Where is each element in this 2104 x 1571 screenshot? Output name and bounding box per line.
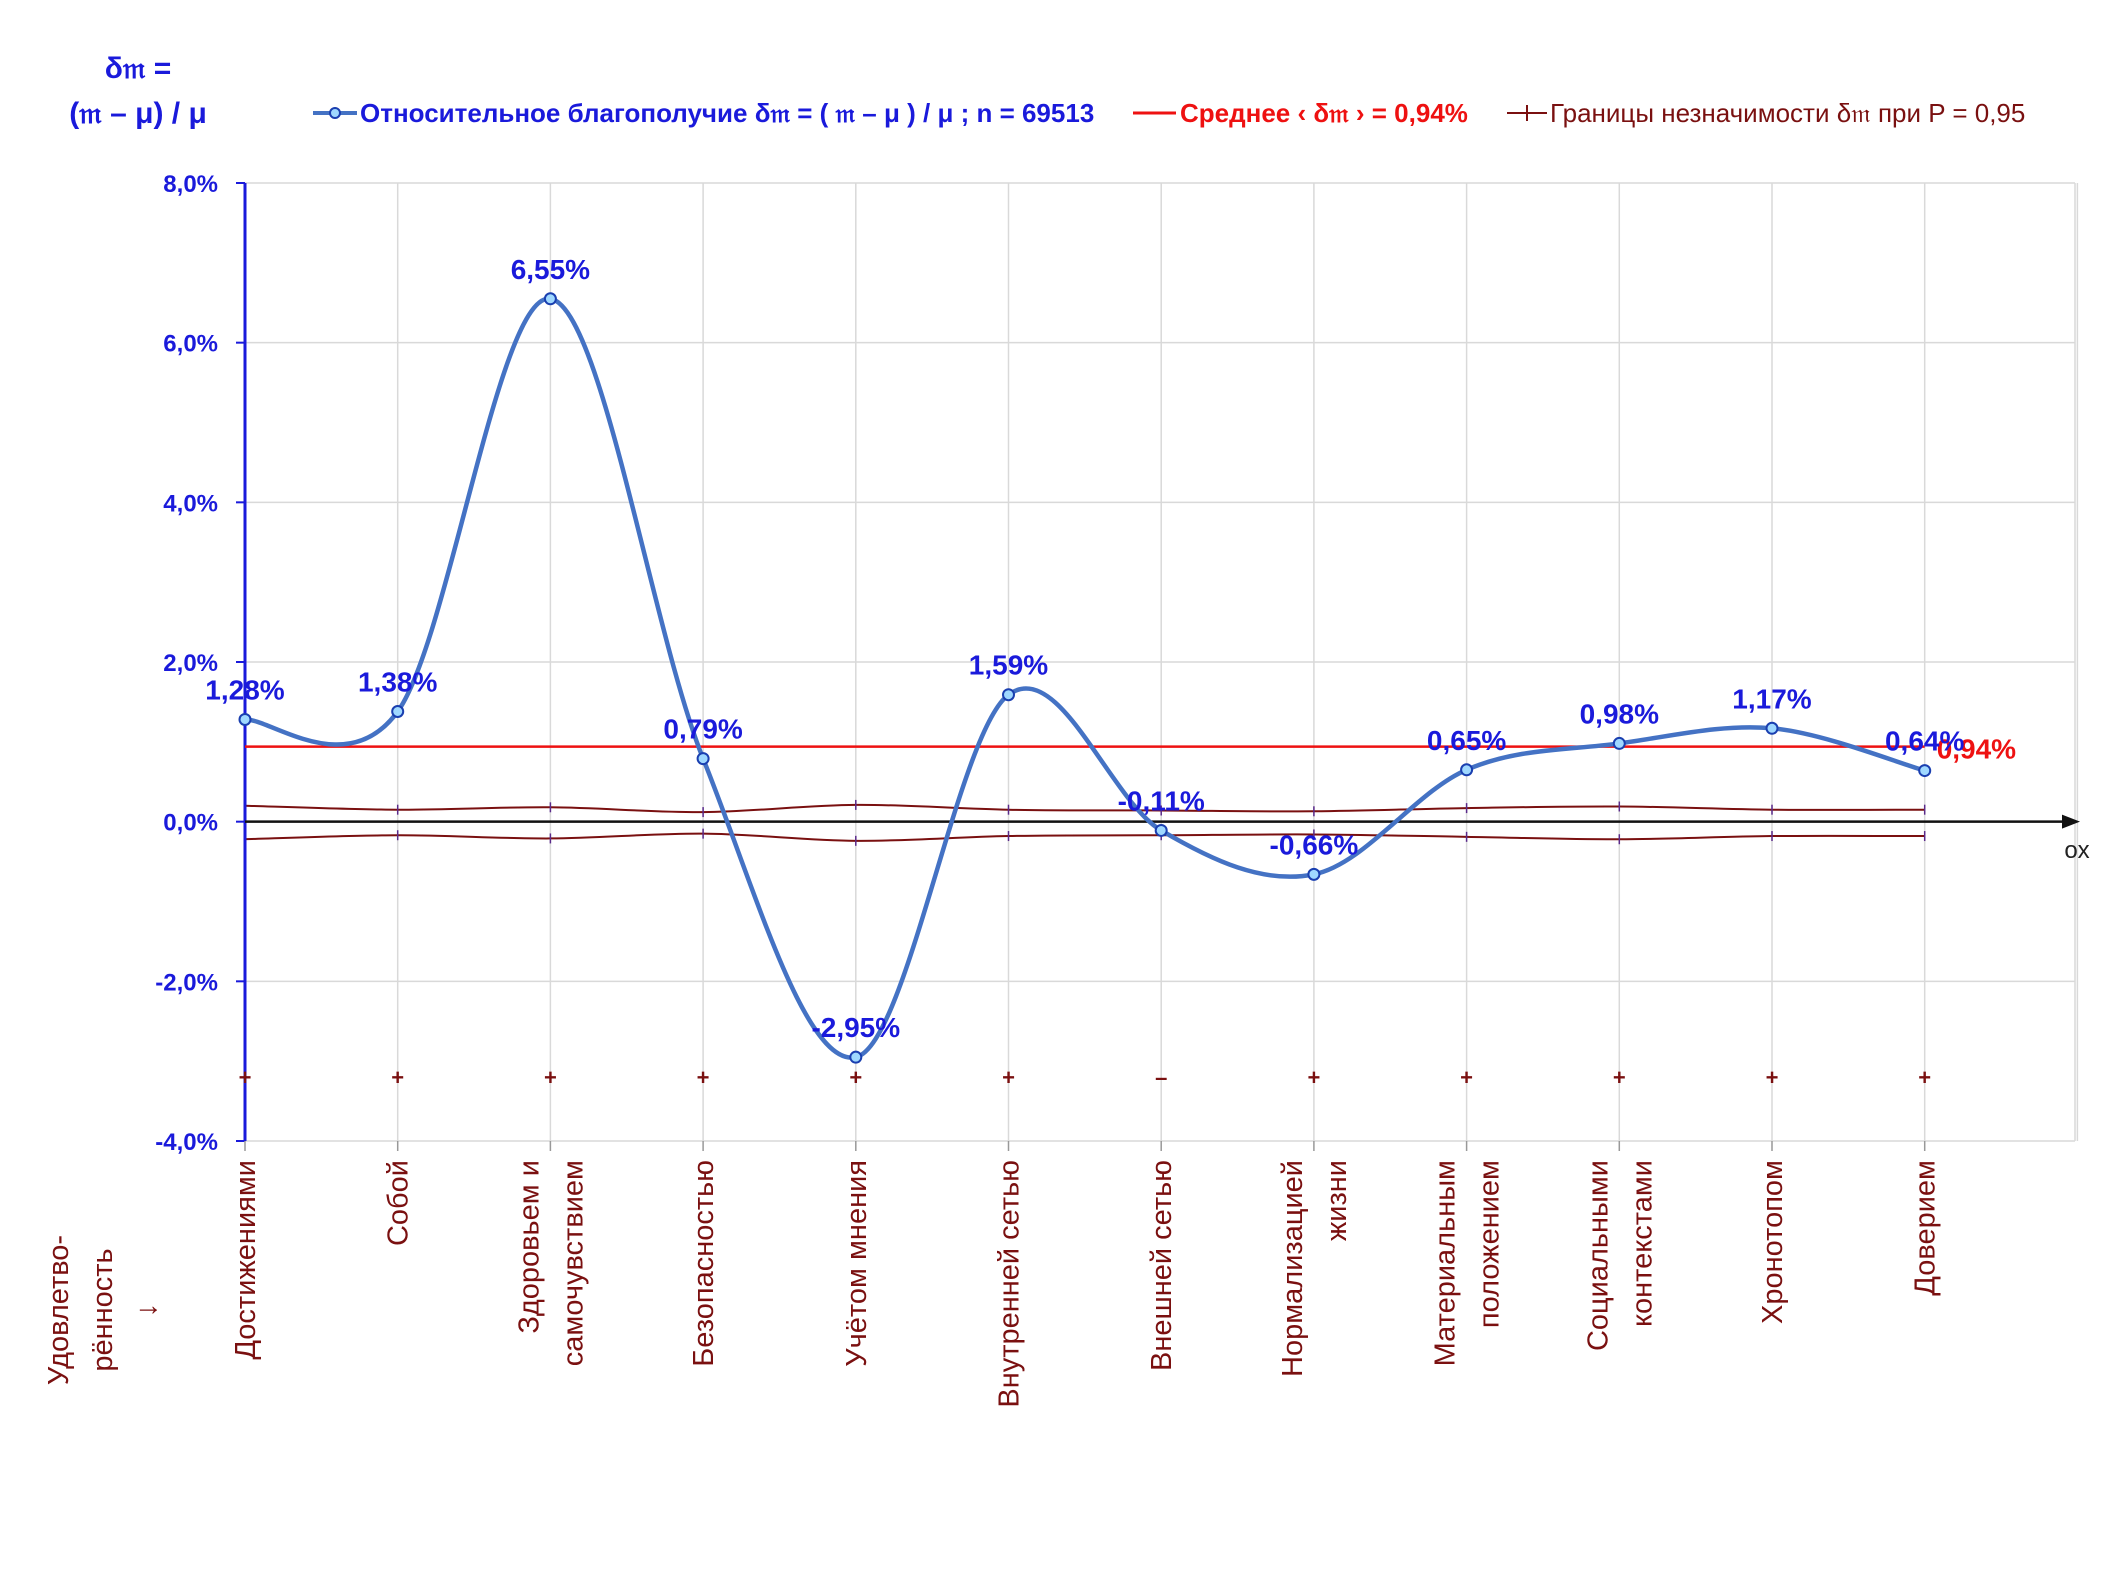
y-tick-label: 8,0% [163,171,218,198]
significance-mark: + [1918,1065,1931,1090]
y-tick-label: 4,0% [163,490,218,517]
category-label: Доверием [1910,1160,1942,1296]
category-label: Собой [383,1160,415,1246]
data-point [1918,764,1932,778]
y-tick-labels: 8,0% 6,0% 4,0% 2,0% 0,0% -2,0% -4,0% [155,171,245,1156]
data-label: 1,17% [1732,683,1811,714]
category-label-line: Доверием [1910,1160,1942,1296]
category-label-line: Внутренней сетью [994,1160,1026,1408]
category-label-line: Нормализацией [1277,1160,1309,1377]
legend-mean-label: Среднее ‹ δ𝔪 › = 0,94% [1180,98,1468,128]
significance-mark: + [239,1065,252,1090]
legend: Относительное благополучие δ𝔪 = ( 𝔪 – μ … [313,98,2025,128]
category-label-line: Достижениями [230,1160,262,1360]
category-label: Социальными контекстами [1582,1160,1658,1351]
significance-mark: + [697,1065,710,1090]
y-axis-title-line2: (𝔪 – μ) / μ [69,97,207,130]
gridlines [245,182,2079,1142]
significance-marks: + + + + + + – + + + + + [239,1065,1932,1090]
legend-series-label: Относительное благополучие δ𝔪 = ( 𝔪 – μ … [360,98,1094,128]
category-label: Внутренней сетью [994,1160,1026,1408]
y-tick-label: -4,0% [155,1129,218,1156]
data-point [696,752,710,766]
significance-mark: + [1613,1065,1626,1090]
y-tick-label: 2,0% [163,650,218,677]
data-point [1307,867,1321,881]
axes [243,183,2080,1151]
category-label-line: Здоровьем и [513,1160,545,1334]
category-label: Хронотопом [1757,1160,1789,1324]
significance-mark: – [1155,1065,1167,1090]
data-label: 1,59% [969,650,1048,681]
data-label: -0,66% [1270,829,1359,860]
category-label: Внешней сетью [1146,1160,1178,1371]
category-label-line: жизни [1321,1160,1353,1241]
data-point [849,1050,863,1064]
category-label: Здоровьем и самочувствием [513,1160,589,1366]
legend-bounds-label: Границы незначимости δ𝔪 при P = 0,95 [1550,98,2025,128]
category-labels: Достижениями Собой Здоровьем и самочувствие… [230,1160,1942,1408]
category-label: Учётом мнения [841,1160,873,1367]
data-labels: 1,28% 1,38% 6,55% 0,79% -2,95% 1,59% -0,11% -0,… [205,254,1964,1043]
category-label: Безопасностью [688,1160,720,1367]
category-label-line: Учётом мнения [841,1160,873,1367]
category-label: Материальным положением [1430,1160,1506,1366]
y-tick-label: 0,0% [163,810,218,837]
bound-lower-line [244,832,1925,842]
x-axis-name: ox [2064,837,2089,864]
significance-mark: + [391,1065,404,1090]
category-label-line: Внешней сетью [1146,1160,1178,1371]
significance-mark: + [1307,1065,1320,1090]
series-line [244,296,1926,1060]
row-title: Удовлетво- рённость ↓ [43,1235,163,1385]
x-axis-arrow [2062,814,2080,829]
significance-mark: + [544,1065,557,1090]
category-label: Достижениями [230,1160,262,1360]
insignificance-bounds [244,799,1926,846]
category-label-line: Безопасностью [688,1160,720,1367]
category-label: Нормализацией жизни [1277,1160,1353,1377]
row-title-line1: Удовлетво- [43,1235,75,1385]
data-label: 1,38% [358,666,437,697]
category-label-line: Хронотопом [1757,1160,1789,1324]
data-point [1612,736,1626,750]
bound-upper-line [244,803,1925,814]
y-tick-label: -2,0% [155,969,218,996]
y-axis-title-line1: δ𝔪 = [105,52,172,85]
mean-line-group: 0,94% [245,734,2016,765]
category-label-line: Материальным [1430,1160,1462,1366]
data-point [543,292,557,306]
data-label: 1,28% [205,674,284,705]
y-tick-label: 6,0% [163,331,218,358]
significance-mark: + [1002,1065,1015,1090]
category-label-line: контекстами [1626,1160,1658,1327]
data-point [1154,823,1168,837]
category-label-line: Социальными [1582,1160,1614,1351]
data-label: -0,11% [1118,785,1205,816]
category-label-line: положением [1474,1160,1506,1328]
significance-mark: + [1766,1065,1779,1090]
data-point [238,712,252,726]
row-title-line2: рённость [87,1248,119,1371]
mean-value-label: 0,94% [1937,734,2016,765]
data-point [391,704,405,718]
data-point [1002,688,1015,702]
data-label: 6,55% [511,254,590,285]
data-point [1460,763,1474,777]
series-main [238,292,1932,1064]
data-label: 0,79% [663,714,742,745]
data-label: -2,95% [811,1012,900,1043]
legend-series-marker [329,107,341,119]
data-label: 0,65% [1427,725,1506,756]
row-title-line3: ↓ [131,1303,163,1318]
data-point [1765,721,1779,735]
data-label: 0,64% [1885,726,1964,757]
significance-mark: + [849,1065,862,1090]
category-label-line: Собой [383,1160,415,1246]
data-label: 0,98% [1580,698,1659,729]
significance-mark: + [1460,1065,1473,1090]
category-label-line: самочувствием [557,1160,589,1366]
